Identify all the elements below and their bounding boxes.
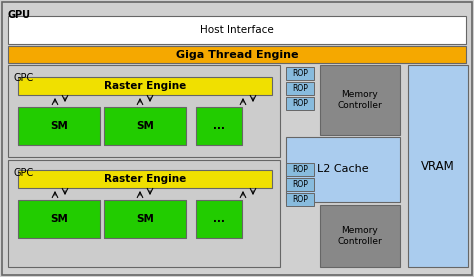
Bar [286,178,314,191]
Text: VRAM: VRAM [421,160,455,173]
Bar [8,160,280,267]
Bar [196,107,242,145]
Bar [196,200,242,238]
Bar [8,65,280,157]
Bar [286,163,314,176]
Text: ROP: ROP [292,69,308,78]
Text: Raster Engine: Raster Engine [104,174,186,184]
Bar [104,200,186,238]
Text: ROP: ROP [292,180,308,189]
Bar [18,200,100,238]
Text: Memory
Controller: Memory Controller [337,90,383,110]
Bar [286,82,314,95]
Text: GPC: GPC [14,168,34,178]
Text: SM: SM [136,214,154,224]
Text: Memory
Controller: Memory Controller [337,226,383,246]
Bar [286,97,314,110]
Text: Raster Engine: Raster Engine [104,81,186,91]
Bar [8,16,466,44]
Text: L2 Cache: L2 Cache [317,164,369,174]
Text: SM: SM [50,121,68,131]
Bar [18,170,272,188]
Bar [320,205,400,267]
Bar [286,67,314,80]
Bar [286,193,314,206]
Text: GPC: GPC [14,73,34,83]
Text: ...: ... [213,214,225,224]
Text: Giga Thread Engine: Giga Thread Engine [176,50,298,60]
Bar [18,77,272,95]
Text: GPU: GPU [8,10,31,20]
Bar [408,65,468,267]
Bar [8,46,466,63]
Text: ...: ... [213,121,225,131]
Text: ROP: ROP [292,84,308,93]
Text: ROP: ROP [292,99,308,108]
Bar [320,65,400,135]
Text: ROP: ROP [292,195,308,204]
Text: SM: SM [136,121,154,131]
Text: Host Interface: Host Interface [200,25,274,35]
Bar [18,107,100,145]
Text: ROP: ROP [292,165,308,174]
Bar [286,137,400,202]
Bar [104,107,186,145]
Text: SM: SM [50,214,68,224]
